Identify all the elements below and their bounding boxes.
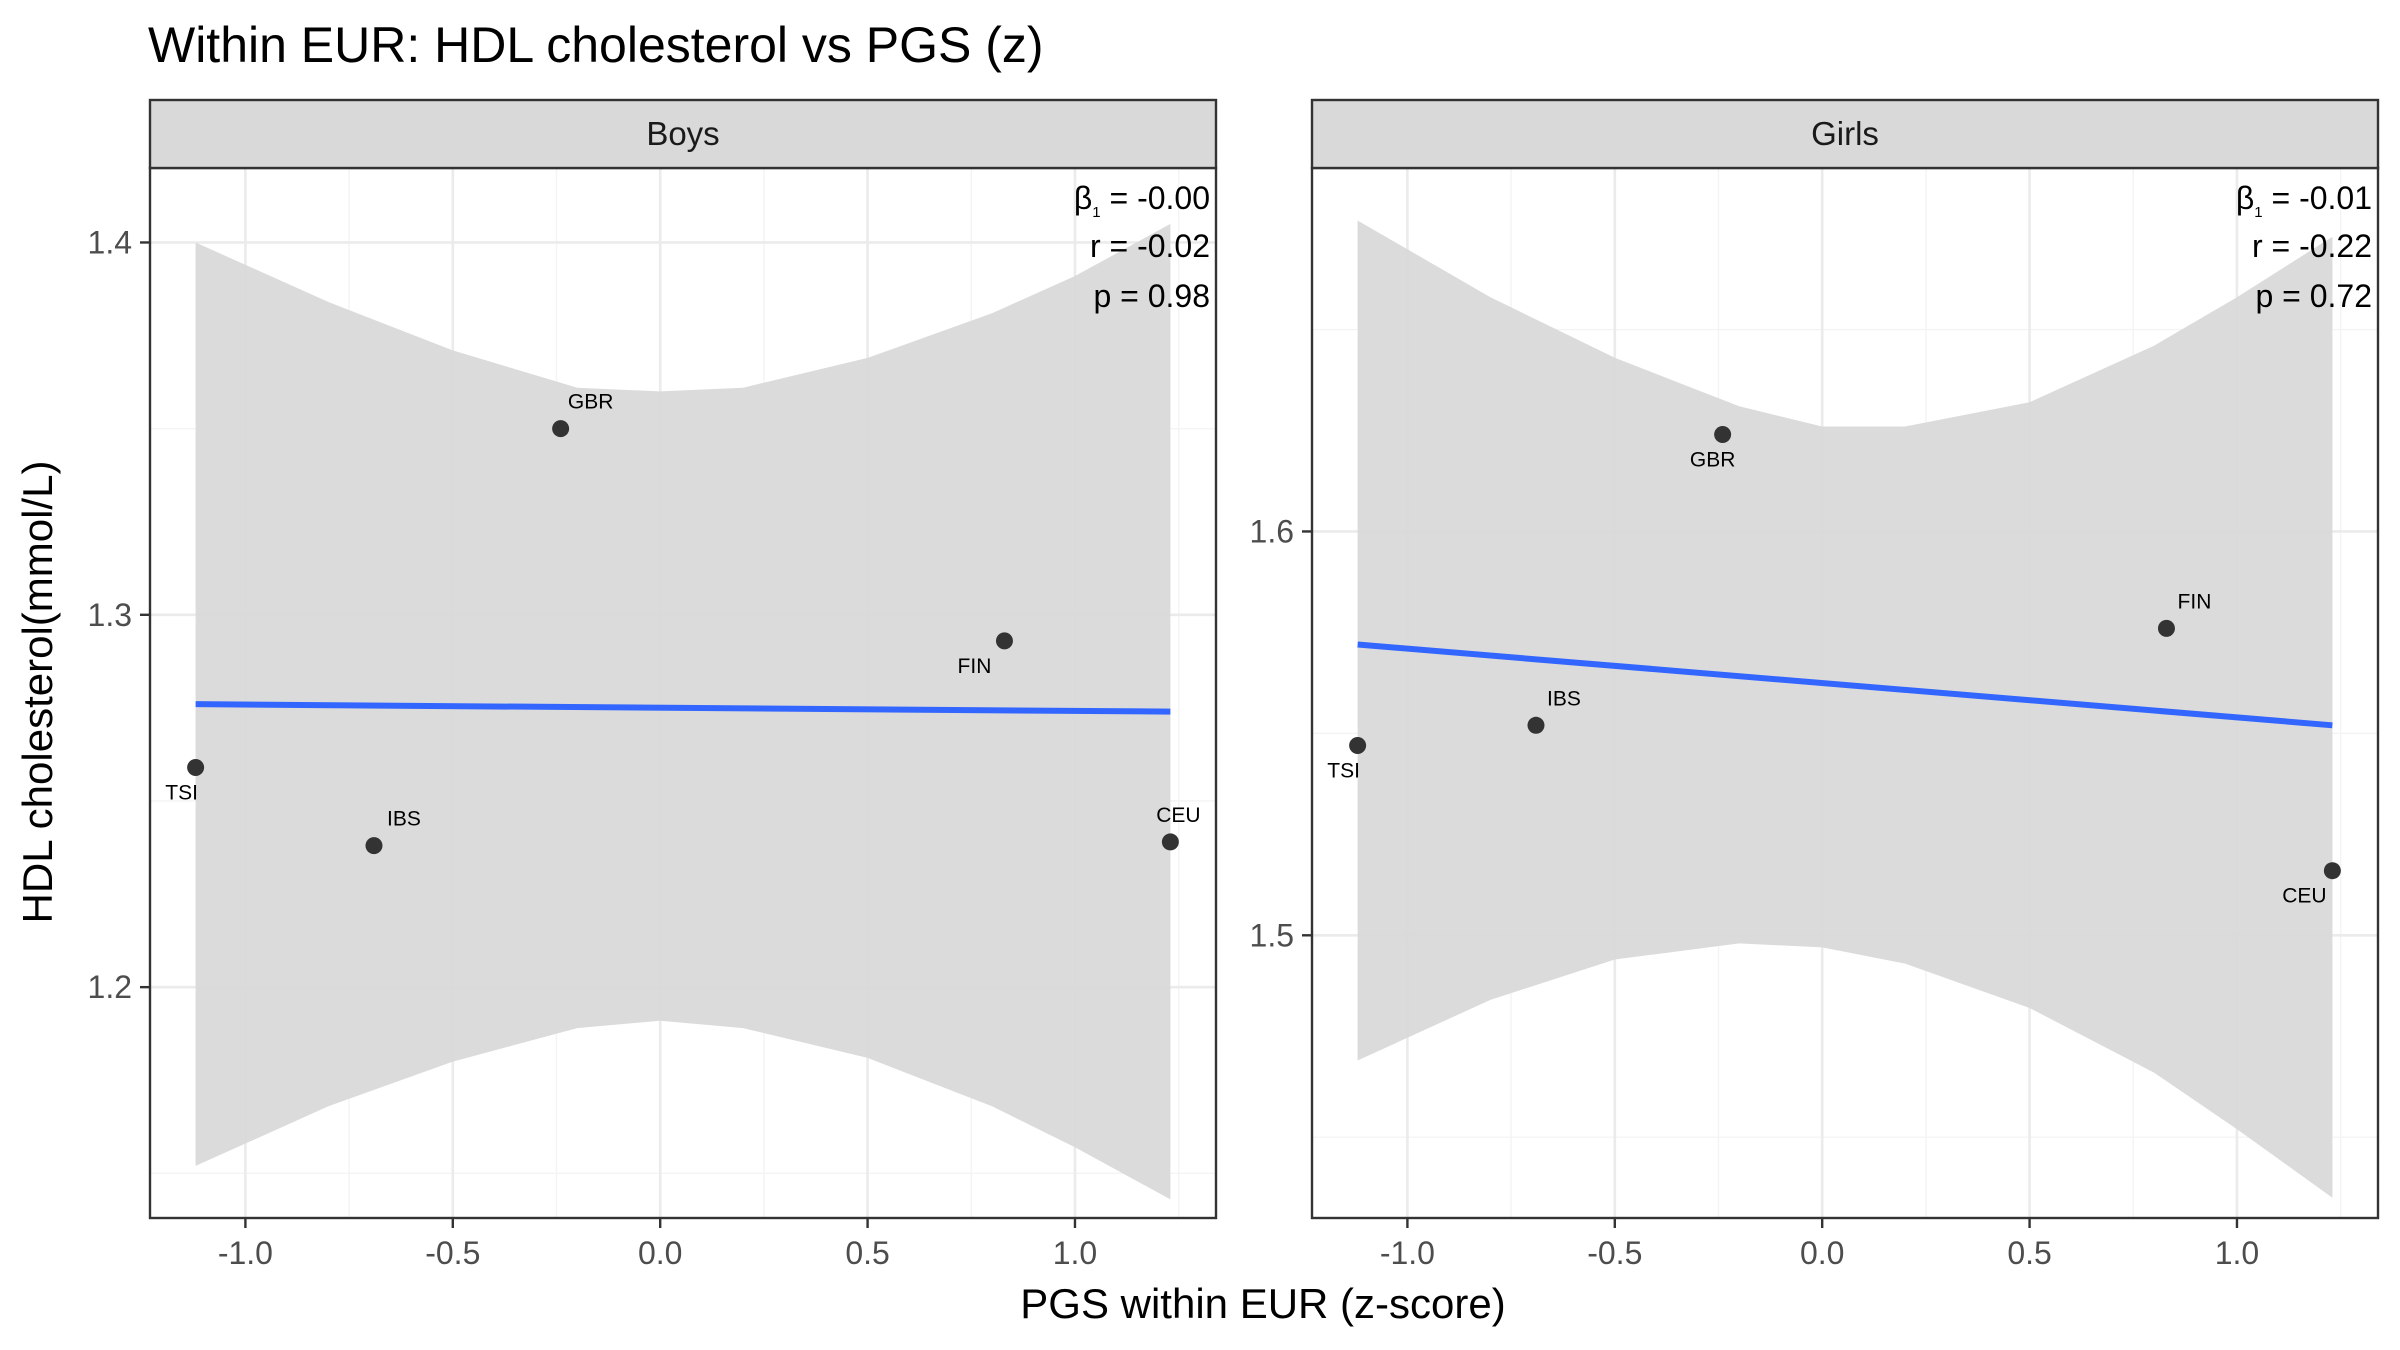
plot-area — [195, 223, 1171, 1200]
point-label-ceu: CEU — [1156, 804, 1200, 827]
x-tick-label: -1.0 — [218, 1235, 273, 1271]
point-label-ceu: CEU — [2282, 885, 2326, 908]
y-tick-label: 1.2 — [88, 969, 132, 1005]
x-tick-label: 1.0 — [1053, 1235, 1097, 1271]
x-tick-label: 0.5 — [2007, 1235, 2051, 1271]
regression-line — [195, 701, 1171, 715]
stat-beta: β1 = -0.01 — [2236, 180, 2372, 221]
data-point-tsi — [187, 758, 205, 776]
y-tick-label: 1.6 — [1250, 513, 1294, 549]
data-point-ibs — [1527, 716, 1545, 734]
data-point-ceu — [1161, 833, 1179, 851]
chart-title: Within EUR: HDL cholesterol vs PGS (z) — [148, 17, 1044, 73]
x-tick-label: 0.0 — [1800, 1235, 1844, 1271]
x-axis-title: PGS within EUR (z-score) — [1020, 1280, 1505, 1327]
point-label-gbr: GBR — [568, 391, 614, 414]
point-label-fin: FIN — [2178, 590, 2212, 613]
data-point-fin — [2157, 619, 2175, 637]
x-tick-label: -0.5 — [1587, 1235, 1642, 1271]
facet-strip-label: Girls — [1811, 115, 1879, 152]
x-tick-label: -1.0 — [1380, 1235, 1435, 1271]
point-label-gbr: GBR — [1690, 449, 1736, 472]
stat-r: r = -0.02 — [1090, 228, 1210, 264]
data-point-gbr — [1714, 426, 1732, 444]
x-tick-label: 0.0 — [638, 1235, 682, 1271]
point-label-ibs: IBS — [1547, 687, 1581, 710]
point-label-tsi: TSI — [1327, 760, 1360, 783]
y-axis-title: HDL cholesterol(mmol/L) — [14, 461, 61, 924]
point-label-ibs: IBS — [387, 808, 421, 831]
stat-p: p = 0.98 — [1093, 278, 1210, 314]
plot-area — [1357, 220, 2333, 1198]
y-tick-label: 1.5 — [1250, 917, 1294, 953]
y-tick-label: 1.4 — [88, 224, 132, 260]
data-point-ibs — [365, 837, 383, 855]
stat-r: r = -0.22 — [2252, 228, 2372, 264]
data-point-ceu — [2323, 862, 2341, 880]
stat-beta: β1 = -0.00 — [1074, 180, 1210, 221]
facet-panels: TSI IBS GBR FIN CEU β1 = -0.00 r = -0.02 p = 0.… — [88, 98, 2380, 1271]
stat-p: p = 0.72 — [2255, 278, 2372, 314]
facet-strip — [1310, 98, 2380, 170]
panel-boys: TSI IBS GBR FIN CEU β1 = -0.00 r = -0.02 p = 0.… — [88, 98, 1218, 1271]
panel-girls: TSI IBS GBR FIN CEU β1 = -0.01 r = -0.22 p = 0.… — [1250, 98, 2380, 1271]
point-label-tsi: TSI — [165, 781, 198, 804]
confidence-band — [195, 223, 1171, 1200]
x-tick-label: -0.5 — [425, 1235, 480, 1271]
regression-line — [1357, 641, 2333, 729]
x-tick-label: 0.5 — [845, 1235, 889, 1271]
point-label-fin: FIN — [958, 655, 992, 678]
x-tick-label: 1.0 — [2215, 1235, 2259, 1271]
confidence-band — [1357, 220, 2333, 1198]
facet-strip-label: Boys — [646, 115, 719, 152]
facet-strip — [148, 98, 1218, 170]
data-point-fin — [995, 632, 1013, 650]
data-point-tsi — [1349, 737, 1367, 754]
data-point-gbr — [552, 420, 570, 438]
y-tick-label: 1.3 — [88, 597, 132, 633]
